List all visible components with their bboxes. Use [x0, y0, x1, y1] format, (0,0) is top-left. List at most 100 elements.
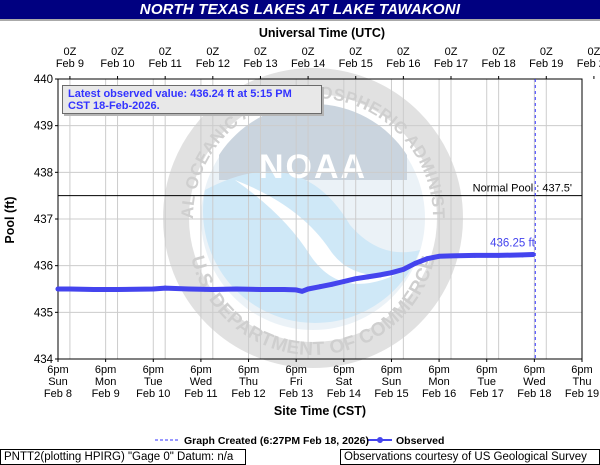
- bottom-tick-label: Sun: [48, 376, 68, 388]
- y-tick-label: 437: [34, 214, 53, 226]
- top-tick-label: 0Z: [206, 46, 219, 58]
- bottom-tick-label: 6pm: [238, 364, 259, 376]
- bottom-tick-label: Feb 13: [279, 388, 313, 400]
- noaa-logo-bird: [235, 180, 395, 284]
- bottom-tick-label: 6pm: [285, 364, 306, 376]
- bottom-tick-label: 6pm: [476, 364, 497, 376]
- observed-data-point: [530, 252, 536, 257]
- bottom-tick-label: Feb 14: [327, 388, 361, 400]
- noaa-logo-center-text: NOAA: [259, 148, 367, 186]
- bottom-tick-label: Feb 18: [517, 388, 551, 400]
- footer-left: PNTT2(plotting HPIRG) "Gage 0" Datum: n/…: [0, 449, 246, 465]
- noaa-logo-sky: [219, 103, 407, 180]
- legend-graphics: [155, 437, 392, 443]
- observed-data-point: [341, 279, 347, 284]
- bottom-tick-label: Mon: [95, 376, 116, 388]
- y-tick-label: 440: [34, 74, 53, 86]
- bottom-tick-label: 6pm: [428, 364, 449, 376]
- bottom-tick-label: Sat: [336, 376, 353, 388]
- top-tick-label: Feb 9: [56, 58, 84, 70]
- legend-observed-label: Observed: [396, 435, 444, 447]
- top-tick-label: Feb 13: [243, 58, 277, 70]
- observed-data-point: [293, 287, 299, 293]
- last-value-label: 436.25 ft: [490, 237, 536, 249]
- x-axis-title: Site Time (CST): [274, 404, 366, 418]
- observed-data-point: [91, 287, 97, 292]
- observed-data-point: [424, 256, 430, 262]
- top-tick-label: Feb 12: [196, 58, 230, 70]
- top-tick-label: 0Z: [587, 46, 600, 58]
- bottom-tick-label: Sun: [382, 376, 402, 388]
- bottom-tick-label: Feb 17: [470, 388, 504, 400]
- observed-data-point: [162, 285, 168, 291]
- bottom-tick-label: Feb 12: [231, 388, 265, 400]
- observed-data-point: [365, 274, 371, 280]
- top-tick-label: 0Z: [302, 46, 315, 58]
- top-tick-label: 0Z: [349, 46, 362, 58]
- bottom-tick-label: Feb 19: [565, 388, 599, 400]
- top-tick-label: 0Z: [397, 46, 410, 58]
- observed-data-point: [353, 276, 359, 282]
- bottom-tick-label: Thu: [239, 376, 258, 388]
- latest-value-callout: Latest observed value: 436.24 ft at 5:15…: [62, 85, 322, 114]
- top-tick-label: Feb 15: [339, 58, 373, 70]
- bottom-tick-label: 6pm: [95, 364, 116, 376]
- top-tick-label: 0Z: [159, 46, 172, 58]
- top-tick-label: Feb 10: [100, 58, 134, 70]
- top-tick-label: Feb 18: [482, 58, 516, 70]
- observed-data-point: [472, 253, 478, 258]
- top-tick-label: 0Z: [540, 46, 553, 58]
- y-tick-label: 439: [34, 121, 53, 133]
- bottom-tick-label: Tue: [144, 376, 163, 388]
- top-tick-label: 0Z: [254, 46, 267, 58]
- y-tick-label: 434: [34, 354, 54, 366]
- top-tick-label: Feb 14: [291, 58, 325, 70]
- bottom-tick-label: Wed: [523, 376, 545, 388]
- y-tick-label: 435: [34, 307, 53, 319]
- observed-data-point: [150, 286, 156, 292]
- bottom-tick-label: Feb 16: [422, 388, 456, 400]
- observed-data-point: [115, 287, 120, 292]
- top-tick-label: 0Z: [111, 46, 124, 58]
- observed-data-point: [329, 281, 335, 287]
- bottom-tick-label: Feb 11: [184, 388, 217, 400]
- observed-data-point: [299, 288, 305, 294]
- top-tick-label: 0Z: [445, 46, 458, 58]
- bottom-tick-label: 6pm: [190, 364, 211, 376]
- observed-data-point: [377, 272, 382, 278]
- bottom-tick-label: 6pm: [143, 364, 164, 376]
- top-axis-title: Universal Time (UTC): [259, 26, 385, 40]
- observed-data-point: [234, 286, 240, 292]
- title-bar: NORTH TEXAS LAKES AT LAKE TAWAKONI: [0, 0, 600, 21]
- bottom-tick-label: Tue: [477, 376, 496, 388]
- bottom-tick-label: 6pm: [381, 364, 402, 376]
- chart-title: NORTH TEXAS LAKES AT LAKE TAWAKONI: [139, 1, 461, 18]
- legend-labels: Graph Created (6:27PM Feb 18, 2026) Obse…: [184, 435, 444, 447]
- top-tick-label: 0Z: [63, 46, 76, 58]
- bottom-tick-label: Thu: [573, 376, 592, 388]
- footer-right: Observations courtesy of US Geological S…: [340, 449, 600, 465]
- bottom-tick-label: 6pm: [333, 364, 354, 376]
- observed-data-point: [400, 267, 406, 272]
- bottom-tick-label: Mon: [428, 376, 449, 388]
- top-tick-label: Feb 19: [529, 58, 563, 70]
- observed-data-point: [389, 270, 394, 276]
- top-tick-label: Feb 11: [148, 58, 181, 70]
- normal-pool-label: Normal Pool : 437.5': [473, 183, 572, 195]
- y-tick-label: 438: [34, 167, 53, 179]
- observed-data-point: [317, 284, 323, 290]
- y-axis-title: Pool (ft): [3, 196, 17, 243]
- series-layer: Normal Pool : 437.5' 436.25 ft: [55, 79, 582, 359]
- observed-data-point: [186, 286, 192, 292]
- bottom-tick-label: 6pm: [571, 364, 592, 376]
- observed-data-point: [496, 253, 502, 258]
- observed-data-point: [412, 260, 418, 266]
- grid: [57, 78, 583, 360]
- callout-line-1: Latest observed value: 436.24 ft at 5:15…: [68, 88, 292, 100]
- legend-observed-marker: [377, 437, 383, 443]
- observed-data-point: [67, 286, 73, 292]
- bottom-tick-label: 6pm: [524, 364, 545, 376]
- bottom-tick-label: Feb 15: [374, 388, 408, 400]
